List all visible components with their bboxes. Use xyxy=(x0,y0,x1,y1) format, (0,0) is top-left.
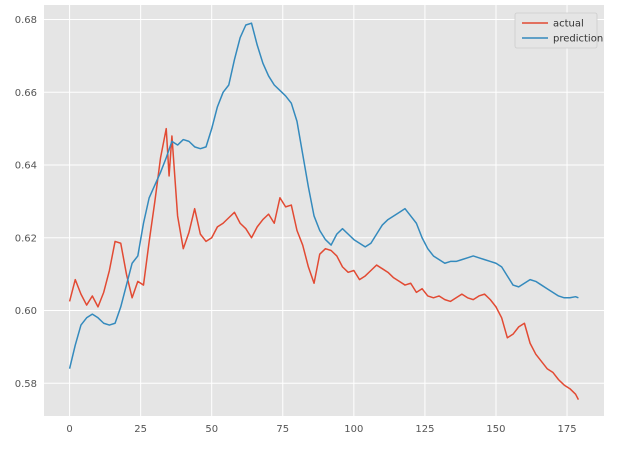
plot-area xyxy=(44,5,604,416)
y-tick-label: 0.60 xyxy=(15,306,37,317)
legend-label-actual: actual xyxy=(553,19,584,30)
x-tick-label: 100 xyxy=(344,424,363,435)
x-tick-label: 0 xyxy=(66,424,72,435)
x-axis-ticks: 0 25 50 75 100 125 150 175 xyxy=(66,424,576,435)
series-layer xyxy=(68,22,580,400)
series-line-actual xyxy=(68,127,580,400)
x-tick-label: 125 xyxy=(415,424,434,435)
gridlines xyxy=(44,5,604,416)
legend: actual prediction xyxy=(514,12,603,49)
y-tick-label: 0.64 xyxy=(15,161,37,172)
x-tick-label: 25 xyxy=(134,424,147,435)
y-tick-label: 0.62 xyxy=(15,233,37,244)
y-tick-label: 0.66 xyxy=(15,88,37,99)
y-tick-label: 0.68 xyxy=(15,15,37,26)
x-tick-label: 50 xyxy=(205,424,218,435)
y-axis-ticks: 0.58 0.60 0.62 0.64 0.66 0.68 xyxy=(15,15,37,390)
x-tick-label: 75 xyxy=(276,424,289,435)
x-tick-label: 150 xyxy=(486,424,505,435)
legend-box xyxy=(514,12,598,49)
legend-label-prediction: prediction xyxy=(553,34,603,45)
y-tick-label: 0.58 xyxy=(15,379,37,390)
series-line-prediction xyxy=(68,22,579,369)
x-tick-label: 175 xyxy=(557,424,576,435)
